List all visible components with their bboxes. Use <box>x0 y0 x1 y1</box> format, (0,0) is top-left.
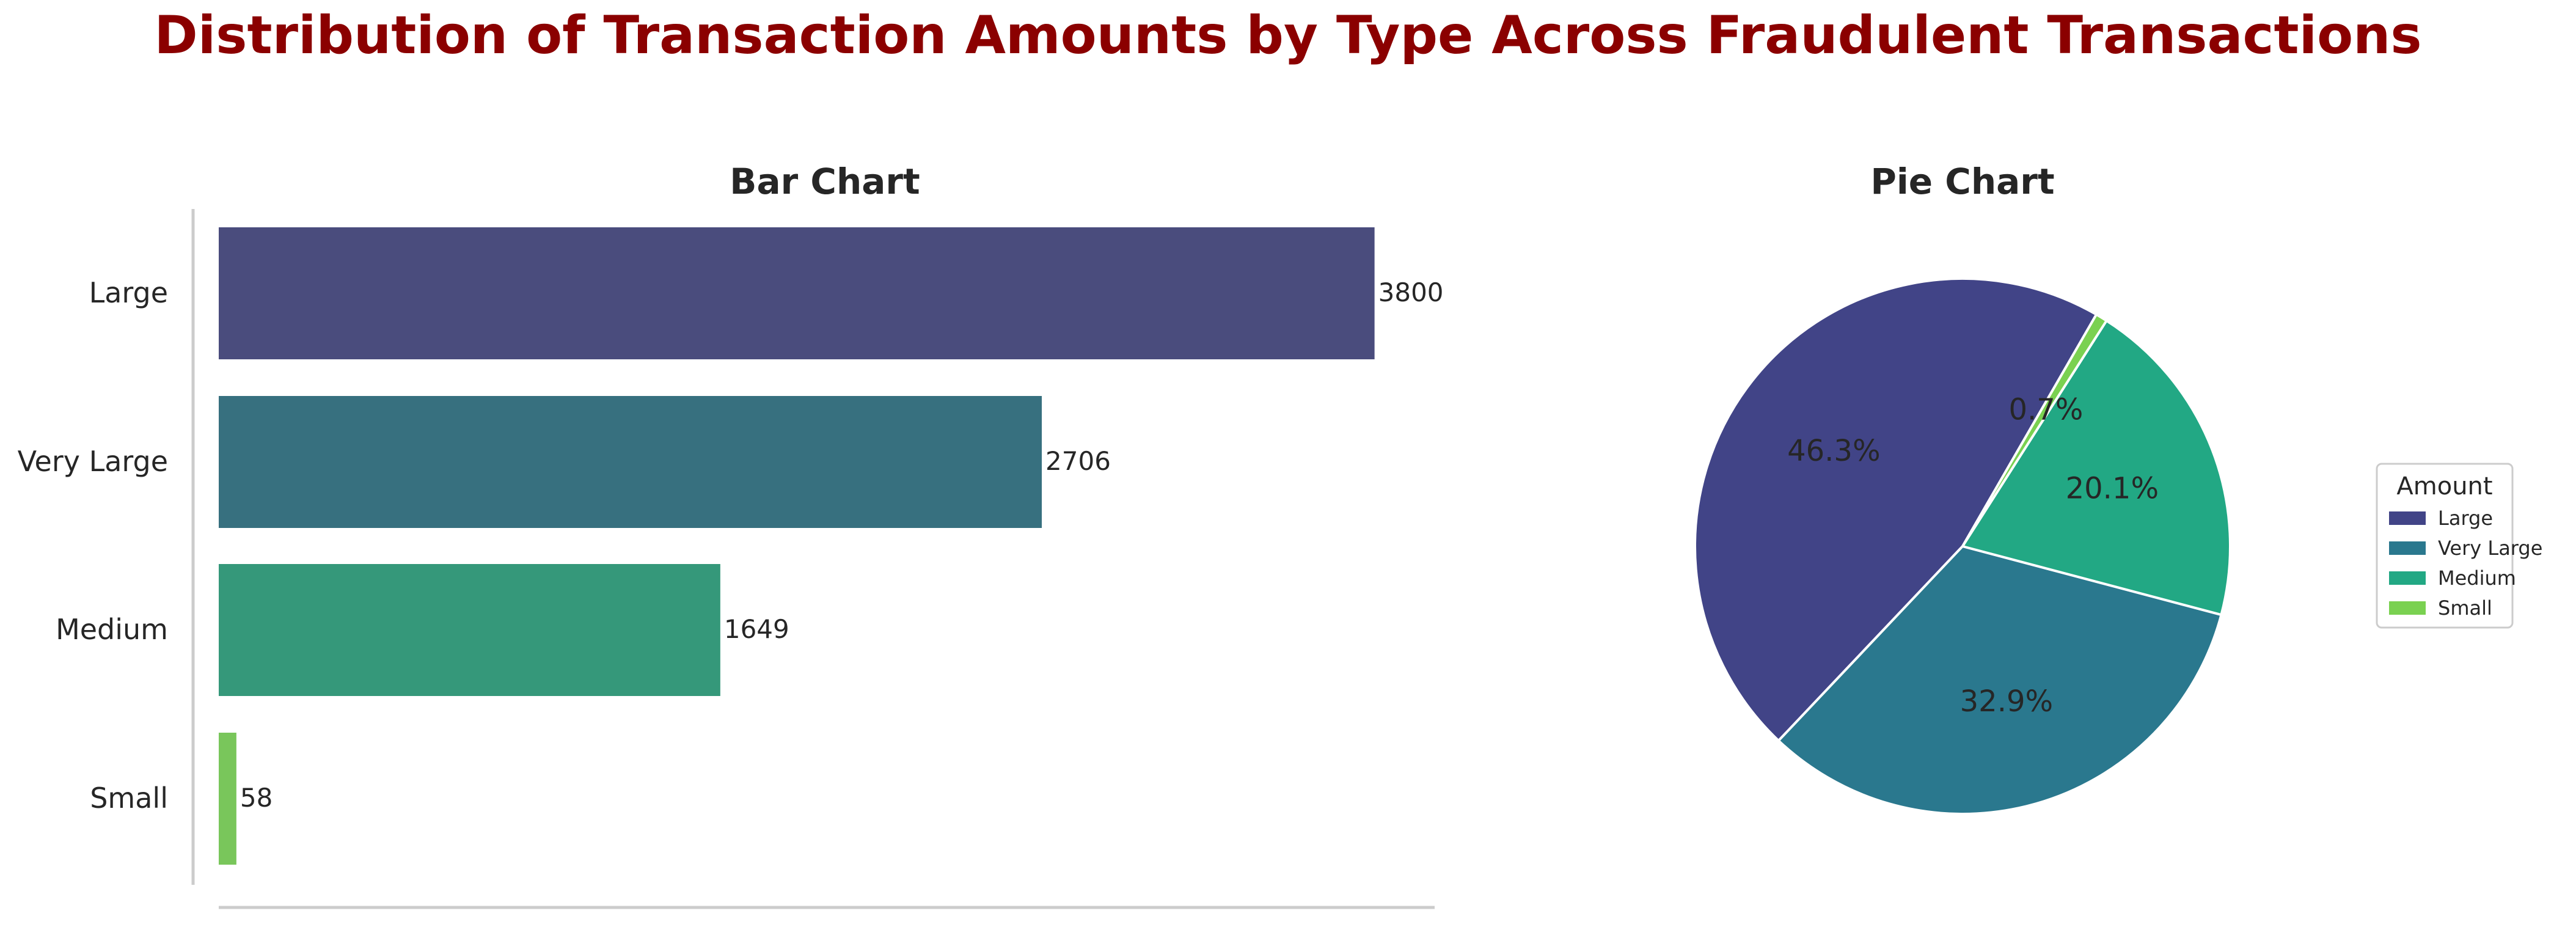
legend-frame <box>2376 463 2514 629</box>
bar-value-label: 1649 <box>724 614 789 644</box>
legend-entry-label: Large <box>2438 507 2493 530</box>
bar-category-label: Medium <box>56 613 168 646</box>
legend-entry-label: Medium <box>2438 566 2516 590</box>
pie-percent-label: 32.9% <box>1960 684 2053 719</box>
legend-swatch <box>2389 571 2426 585</box>
bar-medium <box>219 564 720 696</box>
bar-value-label: 3800 <box>1378 277 1444 307</box>
pie-chart-title: Pie Chart <box>1870 161 2054 202</box>
pie-legend: Amount Large Very Large Medium Small <box>2376 463 2542 629</box>
bar-large <box>219 227 1375 359</box>
pie-percent-label: 20.1% <box>2066 471 2159 505</box>
legend-swatch <box>2389 511 2426 525</box>
pie-slice-very-large <box>1777 544 2223 815</box>
bar-chart-title: Bar Chart <box>730 161 920 202</box>
pie-percent-label: 0.7% <box>2008 392 2083 427</box>
pie-percent-label: 46.3% <box>1787 434 1880 468</box>
legend-entry-label: Small <box>2438 596 2492 620</box>
figure-title: Distribution of Transaction Amounts by T… <box>154 5 2422 66</box>
bar-category-label: Small <box>90 782 168 815</box>
pie-slice-medium <box>1960 319 2231 617</box>
legend-title: Amount <box>2396 472 2492 500</box>
bar-value-label: 58 <box>240 783 273 813</box>
legend-entry-label: Very Large <box>2438 537 2542 560</box>
legend-swatch <box>2389 601 2426 615</box>
bar-very-large <box>219 396 1042 528</box>
legend-swatch <box>2389 541 2426 555</box>
bar-category-label: Large <box>89 276 168 309</box>
bar-value-label: 2706 <box>1045 446 1111 476</box>
pie-slice-small <box>1961 312 2109 548</box>
pie-slice-large <box>1694 277 2098 742</box>
bar-small <box>219 733 236 865</box>
bar-category-label: Very Large <box>18 445 168 478</box>
